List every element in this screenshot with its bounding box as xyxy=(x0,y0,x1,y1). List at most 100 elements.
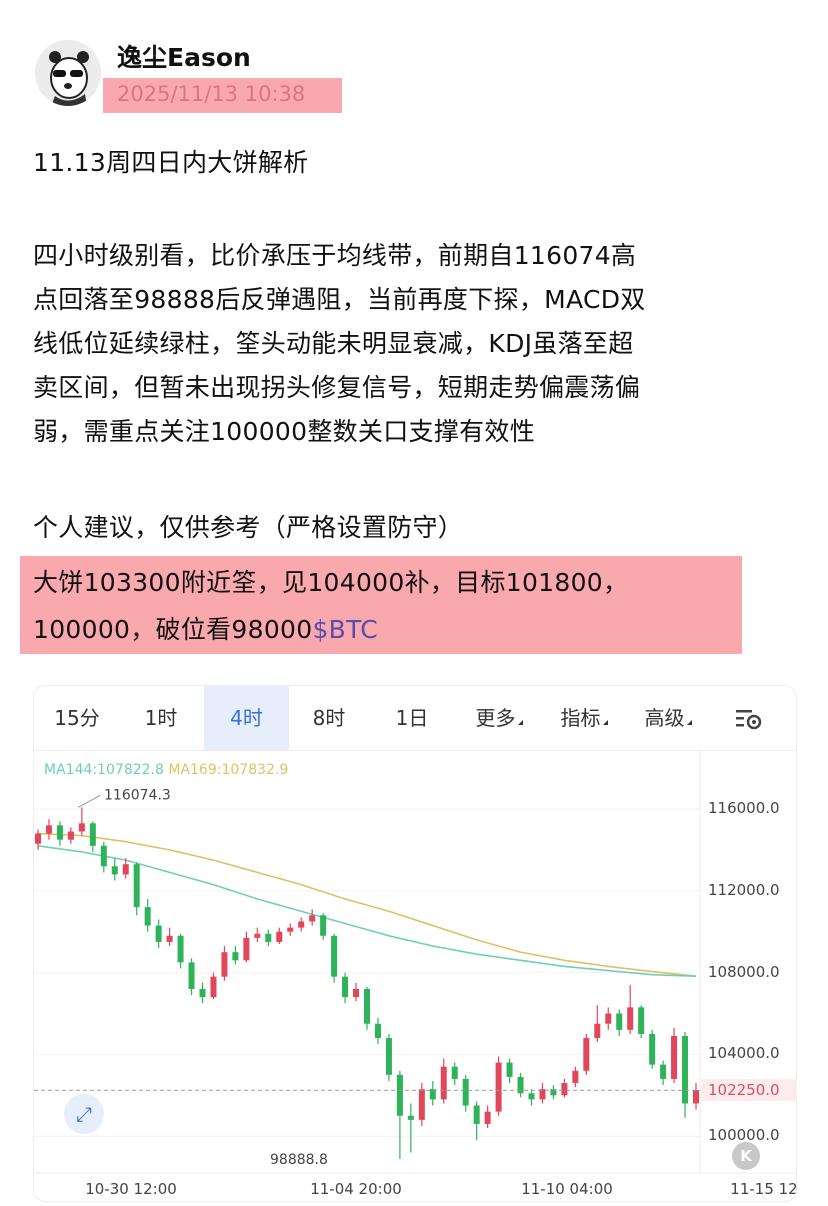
tab-4h[interactable]: 4时 xyxy=(204,686,289,750)
timestamp-highlight xyxy=(103,78,342,113)
ma169-line xyxy=(37,832,697,977)
candle-body xyxy=(462,1078,469,1106)
candle-body xyxy=(693,1090,699,1104)
candle-body xyxy=(616,1013,623,1030)
candle-body xyxy=(638,1007,645,1034)
candle-body xyxy=(298,921,305,928)
advice-line: 大饼103300附近筌，见104000补，目标101800， xyxy=(33,568,629,597)
high-price-label: 116074.3 xyxy=(104,787,171,803)
candle-body xyxy=(473,1105,480,1124)
candle-body xyxy=(385,1038,392,1075)
tab-15m[interactable]: 15分 xyxy=(54,706,100,730)
panda-avatar-icon xyxy=(35,40,101,106)
x-tick: 11-04 20:00 xyxy=(310,1180,402,1198)
candle-body xyxy=(320,915,327,936)
candle-body xyxy=(166,935,173,942)
candlestick-chart[interactable]: 102250.0 116074.3 98888.8 xyxy=(34,686,796,1201)
post-title: 11.13周四日内大饼解析 xyxy=(33,148,309,177)
x-tick: 11-10 04:00 xyxy=(521,1180,613,1198)
candle-body xyxy=(221,952,228,977)
candle-body xyxy=(122,864,129,875)
author-name[interactable]: 逸尘Eason xyxy=(117,43,251,72)
candle-body xyxy=(111,866,118,875)
candle-body xyxy=(506,1062,513,1077)
candle-body xyxy=(353,988,360,998)
advice-highlight xyxy=(20,556,742,654)
tab-more-label: 更多 xyxy=(475,706,516,730)
tab-indicators-label: 指标 xyxy=(560,706,601,730)
candle-body xyxy=(374,1023,381,1039)
x-tick: 10-30 12:00 xyxy=(85,1180,177,1198)
y-tick: 100000.0 xyxy=(708,1126,780,1145)
candle-body xyxy=(429,1089,436,1100)
advice-text: 100000，破位看98000 xyxy=(33,615,313,644)
avatar[interactable] xyxy=(35,40,101,106)
candle-body xyxy=(78,823,85,832)
tab-1h[interactable]: 1时 xyxy=(144,706,178,730)
candle-body xyxy=(265,933,272,942)
candle-body xyxy=(495,1062,502,1112)
advice-heading: 个人建议，仅供参考（严格设置防守） xyxy=(33,513,464,542)
tab-8h[interactable]: 8时 xyxy=(312,706,346,730)
body-line: 卖区间，但暂未出现拐头修复信号，短期走势偏震荡偏 xyxy=(33,373,641,402)
candle-body xyxy=(67,831,74,840)
candle-body xyxy=(188,962,195,989)
candle-body xyxy=(276,931,283,942)
candle-body xyxy=(133,864,140,908)
candle-body xyxy=(539,1089,546,1100)
candle-body xyxy=(451,1066,458,1079)
ma169-legend: MA169:107832.9 xyxy=(168,762,289,778)
candle-body xyxy=(309,915,316,922)
tab-1d[interactable]: 1日 xyxy=(395,706,429,730)
tab-indicators[interactable]: 指标 xyxy=(544,686,624,750)
x-tick: 11-15 12 xyxy=(730,1180,797,1198)
candle-body xyxy=(418,1089,425,1120)
candle-body xyxy=(660,1064,667,1079)
candle-body xyxy=(396,1074,403,1116)
low-price-label: 98888.8 xyxy=(270,1152,328,1168)
candle-body xyxy=(155,925,162,942)
candle-body xyxy=(364,988,370,1024)
candle-body xyxy=(407,1115,414,1120)
candle-body xyxy=(144,907,151,926)
ma144-line xyxy=(37,845,697,978)
candle-body xyxy=(671,1035,678,1079)
tab-more[interactable]: 更多 xyxy=(459,686,539,750)
expand-icon[interactable]: ⤢ xyxy=(64,1094,104,1134)
candle-body xyxy=(517,1076,524,1094)
candle-body xyxy=(35,833,41,844)
ma-legend: MA144:107822.8 MA169:107832.9 xyxy=(44,762,288,778)
ma144-legend: MA144:107822.8 xyxy=(44,762,164,778)
candle-body xyxy=(254,933,261,938)
candle-body xyxy=(331,935,338,977)
candle-body xyxy=(561,1083,568,1096)
scroll-to-latest-icon[interactable]: K xyxy=(732,1142,760,1170)
candle-body xyxy=(550,1089,557,1096)
candle-body xyxy=(45,825,52,834)
candle-body xyxy=(682,1035,689,1104)
candle-body xyxy=(484,1111,491,1124)
tabs-divider xyxy=(34,750,796,751)
candle-body xyxy=(210,976,217,998)
candle-body xyxy=(594,1023,601,1039)
advice-line-2: 100000，破位看98000$BTC xyxy=(33,610,378,646)
candle-body xyxy=(232,952,239,961)
tab-advanced[interactable]: 高级 xyxy=(628,686,708,750)
dropdown-icon xyxy=(686,720,692,725)
y-tick: 104000.0 xyxy=(708,1044,780,1063)
body-line: 弱，需重点关注100000整数关口支撑有效性 xyxy=(33,417,536,446)
y-tick: 112000.0 xyxy=(708,880,780,899)
candle-body xyxy=(199,988,206,998)
candle-body xyxy=(528,1093,535,1100)
chart-settings-icon[interactable] xyxy=(734,706,764,734)
candle-body xyxy=(649,1033,656,1065)
body-line: 四小时级别看，比价承压于均线带，前期自116074高 xyxy=(33,241,637,270)
btc-ticker-link[interactable]: $BTC xyxy=(312,615,378,644)
body-line: 点回落至98888后反弹遇阻，当前再度下探，MACD双 xyxy=(33,285,646,314)
chart-widget: 15分 1时 4时 8时 1日 更多 指标 高级 MA144:107822.8 … xyxy=(33,685,797,1202)
tab-advanced-label: 高级 xyxy=(644,706,685,730)
body-line: 线低位延续绿柱，筌头动能未明显衰减，KDJ虽落至超 xyxy=(33,329,634,358)
candle-body xyxy=(572,1070,579,1084)
candle-body xyxy=(583,1038,590,1071)
candle-body xyxy=(177,935,184,963)
